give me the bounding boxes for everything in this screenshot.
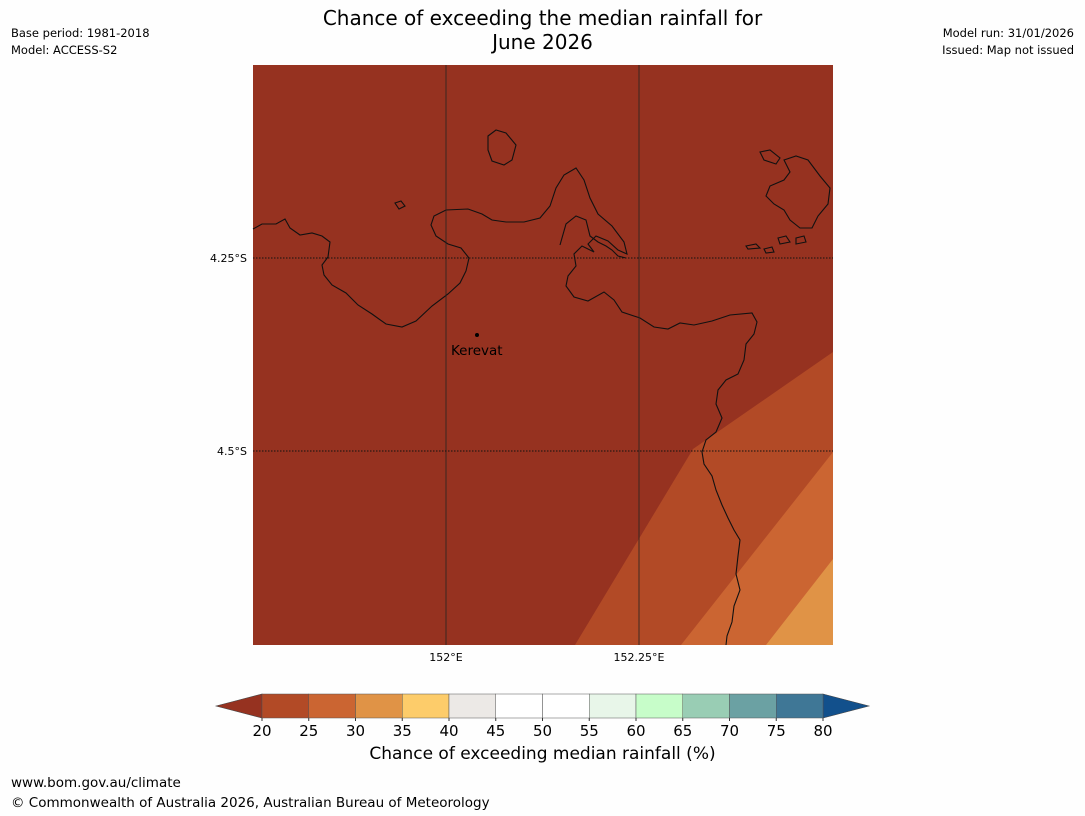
colorbar-extend-low bbox=[214, 693, 263, 719]
colorbar-tick-label-35: 35 bbox=[393, 722, 412, 740]
colorbar-cell-40-45 bbox=[448, 693, 496, 719]
colorbar-cell-35-40 bbox=[402, 693, 450, 719]
footer-url: www.bom.gov.au/climate bbox=[11, 775, 181, 791]
colorbar-tick-label-50: 50 bbox=[533, 722, 552, 740]
colorbar-tick-label-30: 30 bbox=[346, 722, 365, 740]
colorbar: 20 25 30 35 40 45 50 55 60 65 70 75 80 bbox=[214, 693, 871, 740]
colorbar-cell-60-65 bbox=[635, 693, 683, 719]
footer-copyright: © Commonwealth of Australia 2026, Austra… bbox=[11, 795, 490, 811]
coastline-main bbox=[252, 167, 758, 646]
kerevat-label: Kerevat bbox=[451, 343, 503, 359]
colorbar-tick-label-65: 65 bbox=[673, 722, 692, 740]
colorbar-tick-label-75: 75 bbox=[767, 722, 786, 740]
colorbar-tick-label-40: 40 bbox=[439, 722, 458, 740]
colorbar-cell-65-70 bbox=[682, 693, 730, 719]
colorbar-cell-70-75 bbox=[729, 693, 777, 719]
colorbar-tick-label-80: 80 bbox=[813, 722, 832, 740]
colorbar-tick-label-25: 25 bbox=[299, 722, 318, 740]
map-panel: Kerevat 4.25°S 4.5°S 152°E 152.25°E bbox=[210, 65, 833, 664]
base-period: Base period: 1981-2018 bbox=[11, 26, 150, 40]
issued-status: Issued: Map not issued bbox=[942, 43, 1074, 57]
colorbar-tick-label-70: 70 bbox=[720, 722, 739, 740]
model-run: Model run: 31/01/2026 bbox=[942, 26, 1074, 40]
colorbar-tick-label-45: 45 bbox=[486, 722, 505, 740]
colorbar-cell-45-50 bbox=[495, 693, 543, 719]
coastline-peninsula bbox=[559, 215, 627, 259]
coastline-island-north bbox=[487, 129, 517, 166]
map-title: Chance of exceeding the median rainfall … bbox=[0, 6, 1085, 54]
colorbar-cell-55-60 bbox=[589, 693, 637, 719]
colorbar-cell-20-25 bbox=[261, 693, 309, 719]
meta-left: Base period: 1981-2018 Model: ACCESS-S2 bbox=[11, 25, 150, 59]
meta-right: Model run: 31/01/2026 Issued: Map not is… bbox=[942, 25, 1074, 59]
graticule bbox=[253, 65, 833, 645]
colorbar-tick-label-55: 55 bbox=[580, 722, 599, 740]
lon-label-152: 152°E bbox=[429, 651, 462, 664]
colorbar-cell-75-80 bbox=[776, 693, 824, 719]
coastline-island-small bbox=[394, 200, 406, 210]
colorbar-cell-50-55 bbox=[542, 693, 590, 719]
colorbar-tick-label-20: 20 bbox=[252, 722, 271, 740]
coastline-islands-east bbox=[745, 149, 831, 254]
lat-label-4-25: 4.25°S bbox=[210, 252, 247, 265]
model-name: Model: ACCESS-S2 bbox=[11, 43, 118, 57]
band-35-40 bbox=[766, 559, 833, 645]
lat-label-4-5: 4.5°S bbox=[217, 445, 247, 458]
colorbar-label: Chance of exceeding median rainfall (%) bbox=[369, 744, 716, 764]
colorbar-extend-high bbox=[822, 693, 871, 719]
kerevat-marker bbox=[475, 333, 479, 337]
lon-label-152-25: 152.25°E bbox=[614, 651, 665, 664]
colorbar-tick-label-60: 60 bbox=[626, 722, 645, 740]
coastline bbox=[252, 129, 831, 646]
colorbar-cell-25-30 bbox=[308, 693, 356, 719]
colorbar-cell-30-35 bbox=[355, 693, 403, 719]
title-line-2: June 2026 bbox=[492, 30, 593, 54]
band-30-35 bbox=[681, 452, 833, 645]
title-line-1: Chance of exceeding the median rainfall … bbox=[322, 6, 763, 30]
